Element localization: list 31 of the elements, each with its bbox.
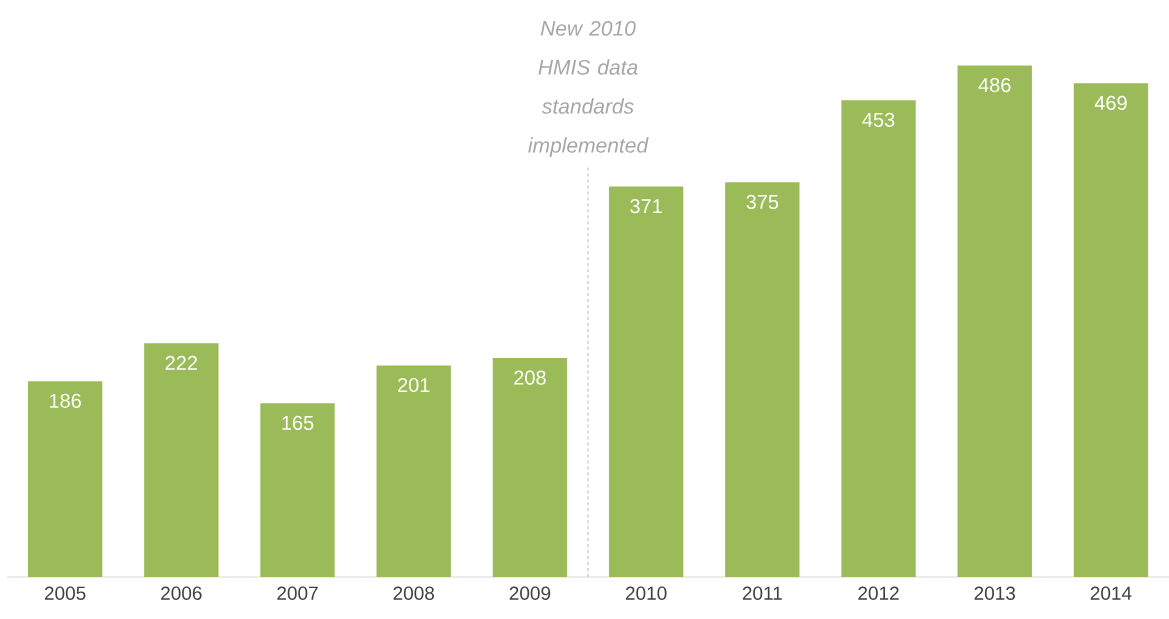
x-tick-label: 2013 (974, 586, 1016, 600)
data-label: 222 (165, 355, 197, 370)
x-tick-label: 2008 (393, 586, 435, 600)
data-label: 208 (514, 370, 546, 385)
x-tick-label: 2014 (1090, 586, 1132, 600)
bar (260, 403, 335, 577)
x-tick-label: 2011 (742, 586, 782, 600)
bar (957, 65, 1032, 577)
bar (1073, 83, 1149, 577)
bar (725, 182, 800, 577)
x-tick-label: 2009 (509, 586, 551, 600)
data-label: 186 (49, 393, 81, 408)
x-tick-label: 2005 (44, 586, 86, 600)
data-label: 371 (630, 199, 662, 214)
bar (144, 343, 219, 577)
bar (841, 100, 916, 577)
data-label: 201 (398, 377, 430, 393)
bar (608, 186, 684, 577)
data-label: 486 (978, 77, 1011, 93)
bar (27, 381, 103, 577)
data-label: 375 (746, 194, 779, 209)
x-tick-label: 2012 (858, 586, 899, 600)
annotation: New 2010 HMIS data standards implemented (528, 20, 649, 157)
data-label: 165 (282, 415, 314, 431)
data-label: 453 (862, 112, 895, 127)
x-tick-label: 2006 (161, 586, 202, 600)
bar (492, 358, 568, 577)
x-tick-label: 2010 (625, 586, 667, 600)
data-label: 469 (1094, 95, 1127, 111)
x-tick-label: 2007 (277, 586, 318, 600)
bar (376, 365, 451, 577)
